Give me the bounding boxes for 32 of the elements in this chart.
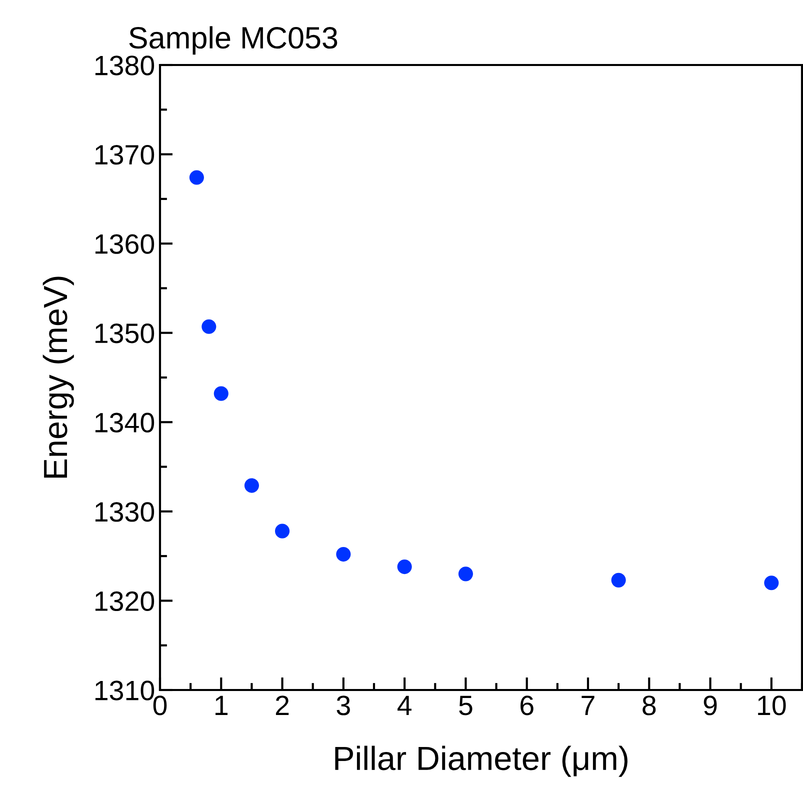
x-tick-label: 2 — [276, 696, 289, 715]
point — [458, 566, 473, 582]
y-tick-label: 1310 — [95, 680, 154, 700]
y-tick-label: 1360 — [95, 234, 154, 254]
point — [202, 319, 216, 334]
x-axis-title: Pillar Diameter (μm) — [335, 746, 628, 777]
y-tick-label: 1370 — [95, 144, 154, 165]
x-tick-label: 8 — [642, 696, 656, 716]
y-tick-label: 1350 — [95, 324, 154, 344]
chart-title: Sample MC053 — [129, 26, 338, 55]
x-tick-label: 5 — [459, 696, 472, 716]
point — [275, 524, 290, 538]
x-tick-label: 7 — [582, 696, 594, 715]
point — [336, 547, 351, 562]
y-axis-title: Energy (meV) — [42, 276, 74, 478]
point — [764, 576, 779, 590]
point — [244, 478, 259, 493]
x-tick-label: 4 — [397, 696, 412, 715]
x-tick-label: 0 — [153, 696, 167, 716]
point — [611, 572, 626, 588]
x-tick-label: 10 — [758, 696, 786, 716]
y-tick-label: 1330 — [95, 502, 154, 522]
y-tick-label: 1380 — [95, 56, 154, 76]
x-tick-label: 9 — [704, 696, 717, 716]
x-tick-label: 3 — [336, 696, 350, 716]
x-tick-label: 1 — [216, 696, 228, 715]
x-tick-label: 6 — [520, 696, 534, 716]
point — [397, 560, 412, 574]
y-tick-label: 1340 — [95, 412, 154, 432]
y-tick-label: 1320 — [95, 591, 154, 612]
point — [214, 386, 228, 401]
point — [189, 170, 204, 185]
